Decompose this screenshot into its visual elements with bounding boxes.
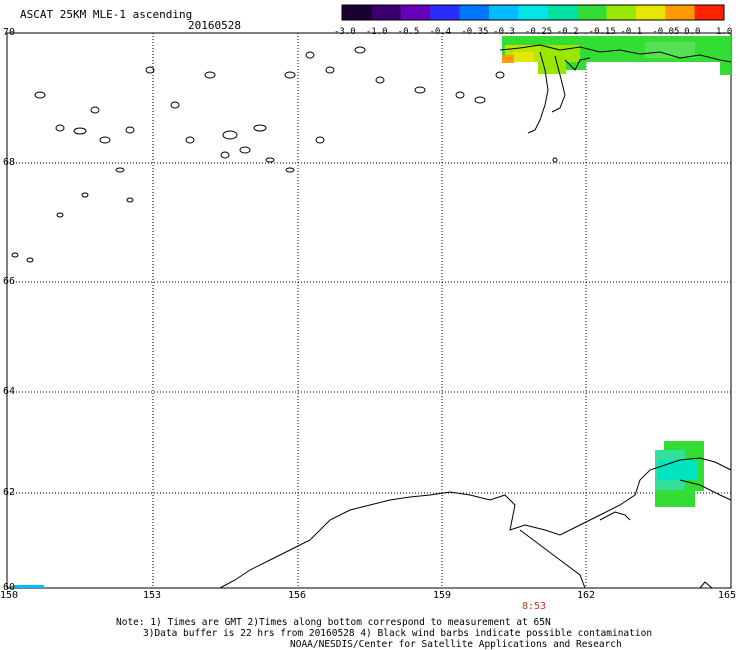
- wind-data-swath-south: [655, 441, 704, 507]
- colorbar-label: 0.0: [684, 27, 701, 37]
- colorbar-label: -0.3: [493, 27, 515, 37]
- map-title: ASCAT 25KM MLE-1 ascending: [20, 8, 193, 21]
- colorbar-swatch: [371, 5, 402, 20]
- latitude-tick: 70: [3, 27, 16, 38]
- colorbar-swatch: [635, 5, 666, 20]
- colorbar-label: -0.4: [429, 27, 452, 37]
- colorbar-label: -0.2: [556, 27, 579, 37]
- colorbar-frame: [341, 4, 725, 21]
- longitude-tick: 159: [433, 590, 452, 601]
- pass-time-label: 8:53: [522, 601, 547, 612]
- colorbar-swatch: [547, 5, 578, 20]
- lakes: [11, 46, 558, 263]
- latitude-tick: 60: [3, 582, 16, 593]
- colorbar-swatch: [430, 5, 461, 20]
- map-date: 20160528: [188, 19, 241, 32]
- colorbar-swatch: [400, 5, 431, 20]
- colorbar-label: -0.5: [397, 27, 420, 37]
- longitude-tick: 156: [288, 590, 307, 601]
- latitude-tick: 62: [3, 487, 16, 498]
- colorbar-label: -0.25: [525, 27, 553, 37]
- colorbar-swatch: [488, 5, 519, 20]
- latitude-tick: 64: [3, 386, 16, 397]
- colorbar-label: -0.15: [588, 27, 616, 37]
- colorbar-label: 1.0: [716, 27, 733, 37]
- colorbar-swatch: [665, 5, 696, 20]
- coastline-north: [499, 44, 732, 134]
- colorbar-label: -3.0: [334, 27, 356, 37]
- colorbar-label: -0.1: [620, 27, 643, 37]
- longitude-tick: 165: [718, 590, 737, 601]
- footer-note-line1: Note: 1) Times are GMT 2)Times along bot…: [116, 617, 551, 628]
- colorbar-swatch: [577, 5, 607, 20]
- coastline-south: [219, 457, 732, 589]
- plot-frame: [6, 32, 732, 589]
- footer-note-line2: 3)Data buffer is 22 hrs from 20160528 4)…: [143, 628, 653, 639]
- footer-credit: NOAA/NESDIS/Center for Satellite Applica…: [290, 639, 622, 650]
- wind-data-strip-southwest: [14, 585, 44, 588]
- colorbar-label: -1.0: [365, 27, 388, 37]
- colorbar-swatch: [518, 5, 549, 20]
- colorbar-swatch: [606, 5, 637, 20]
- colorbar-swatch: [342, 5, 372, 20]
- latitude-tick: 66: [3, 276, 16, 287]
- graticule: [7, 33, 731, 588]
- colorbar: [341, 4, 725, 21]
- longitude-tick: 162: [577, 590, 596, 601]
- longitude-tick: 153: [143, 590, 162, 601]
- latitude-tick: 68: [3, 157, 16, 168]
- colorbar-swatch: [694, 5, 725, 20]
- longitude-tick: 150: [0, 590, 19, 601]
- colorbar-label: -0.05: [652, 27, 680, 37]
- colorbar-label: -0.35: [461, 27, 489, 37]
- colorbar-swatch: [459, 5, 490, 20]
